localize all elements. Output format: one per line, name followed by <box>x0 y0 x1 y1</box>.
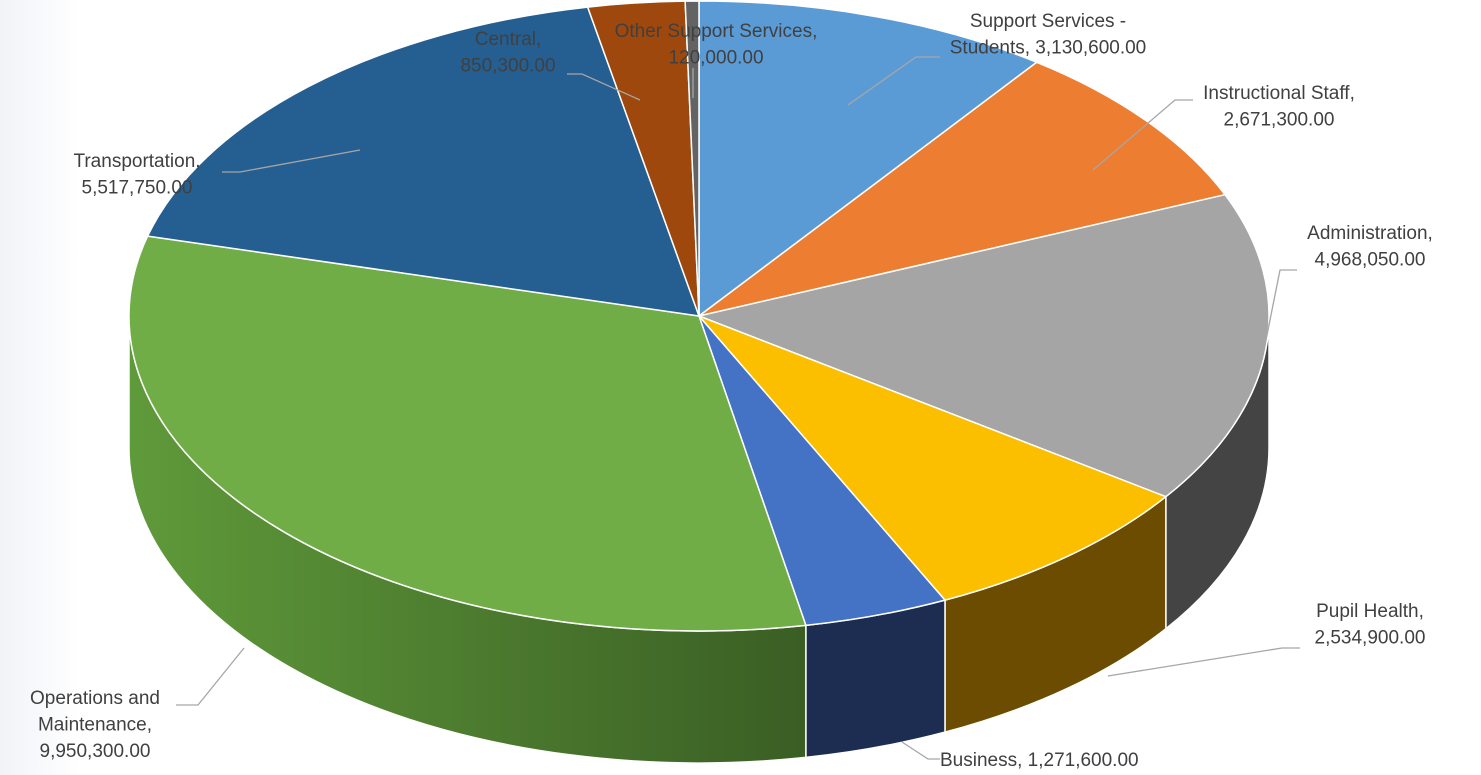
leader-transportation <box>222 149 361 173</box>
pie-side-walls <box>128 315 1270 764</box>
label-operations-and-maintenance: Operations and Maintenance, 9,950,300.00 <box>30 688 160 762</box>
label-line: Pupil Health, <box>1316 601 1424 622</box>
label-other-support-services: Other Support Services, 120,000.00 <box>615 21 818 69</box>
label-support-services-students: Support Services - Students, 3,130,600.00 <box>950 11 1147 59</box>
leader-central <box>567 73 641 101</box>
label-line: 5,517,750.00 <box>82 178 193 199</box>
label-line: 2,671,300.00 <box>1224 110 1335 131</box>
side-business <box>805 599 946 759</box>
label-line: Administration, <box>1307 223 1433 244</box>
label-line: Students, 3,130,600.00 <box>950 38 1147 59</box>
label-line: Business, 1,271,600.00 <box>940 750 1139 771</box>
slice-administration <box>698 193 1270 498</box>
label-transportation: Transportation, 5,517,750.00 <box>73 151 200 199</box>
data-labels: Support Services - Students, 3,130,600.00… <box>30 11 1433 771</box>
label-line: 850,300.00 <box>460 56 555 77</box>
label-line: Instructional Staff, <box>1203 83 1355 104</box>
leader-pupil-health <box>1107 647 1300 677</box>
label-line: 9,950,300.00 <box>40 741 151 762</box>
label-line: 2,534,900.00 <box>1315 628 1426 649</box>
slice-pupil-health <box>698 315 1167 601</box>
label-line: 4,968,050.00 <box>1315 250 1426 271</box>
leader-administration <box>1264 269 1297 346</box>
slice-transportation <box>146 6 700 317</box>
slice-support-services-students <box>698 0 1038 317</box>
leader-support-services-students <box>847 56 940 106</box>
leader-business <box>901 741 940 760</box>
label-line: Transportation, <box>73 151 200 172</box>
label-line: Operations and <box>30 688 160 709</box>
label-central: Central, 850,300.00 <box>460 29 555 77</box>
label-leader-lines <box>176 56 1300 760</box>
label-line: Support Services - <box>970 11 1126 32</box>
leader-instructional-staff <box>1092 99 1193 171</box>
pie-top-faces <box>128 0 1270 632</box>
label-business: Business, 1,271,600.00 <box>940 750 1139 771</box>
label-pupil-health: Pupil Health, 2,534,900.00 <box>1315 601 1426 649</box>
label-line: 120,000.00 <box>668 48 763 69</box>
slice-instructional-staff <box>698 61 1226 317</box>
leader-operations-and-maintenance <box>176 647 245 706</box>
label-line: Other Support Services, <box>615 21 818 42</box>
label-line: Maintenance, <box>38 715 152 736</box>
slice-other-support-services <box>684 0 700 317</box>
slice-operations-and-maintenance <box>128 235 807 632</box>
label-instructional-staff: Instructional Staff, 2,671,300.00 <box>1203 83 1355 131</box>
label-administration: Administration, 4,968,050.00 <box>1307 223 1433 271</box>
label-line: Central, <box>475 29 542 50</box>
